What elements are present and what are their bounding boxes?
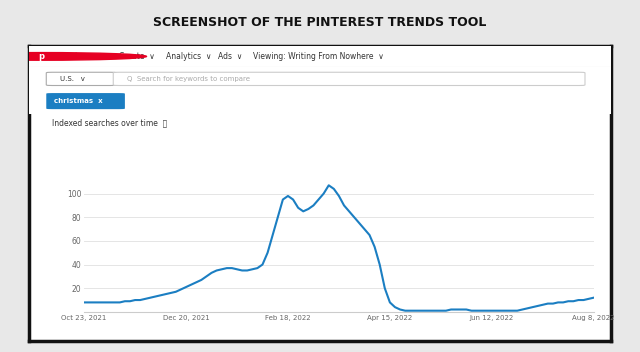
FancyBboxPatch shape: [113, 72, 585, 86]
Text: Create  ∨: Create ∨: [119, 52, 155, 61]
Text: Analytics  ∨: Analytics ∨: [166, 52, 211, 61]
Text: Indexed searches over time  ⓘ: Indexed searches over time ⓘ: [52, 118, 167, 127]
Circle shape: [0, 52, 147, 60]
Text: Viewing: Writing From Nowhere  ∨: Viewing: Writing From Nowhere ∨: [253, 52, 384, 61]
Text: SCREENSHOT OF THE PINTEREST TRENDS TOOL: SCREENSHOT OF THE PINTEREST TRENDS TOOL: [154, 16, 486, 29]
FancyBboxPatch shape: [46, 72, 116, 86]
Text: Q  Search for keywords to compare: Q Search for keywords to compare: [127, 76, 250, 82]
FancyBboxPatch shape: [46, 93, 125, 109]
Text: Ads  ∨: Ads ∨: [218, 52, 243, 61]
Text: Business  ∨: Business ∨: [61, 52, 105, 61]
Text: christmas  x: christmas x: [54, 98, 102, 104]
Text: U.S.   v: U.S. v: [60, 76, 85, 82]
Text: p: p: [38, 52, 45, 61]
